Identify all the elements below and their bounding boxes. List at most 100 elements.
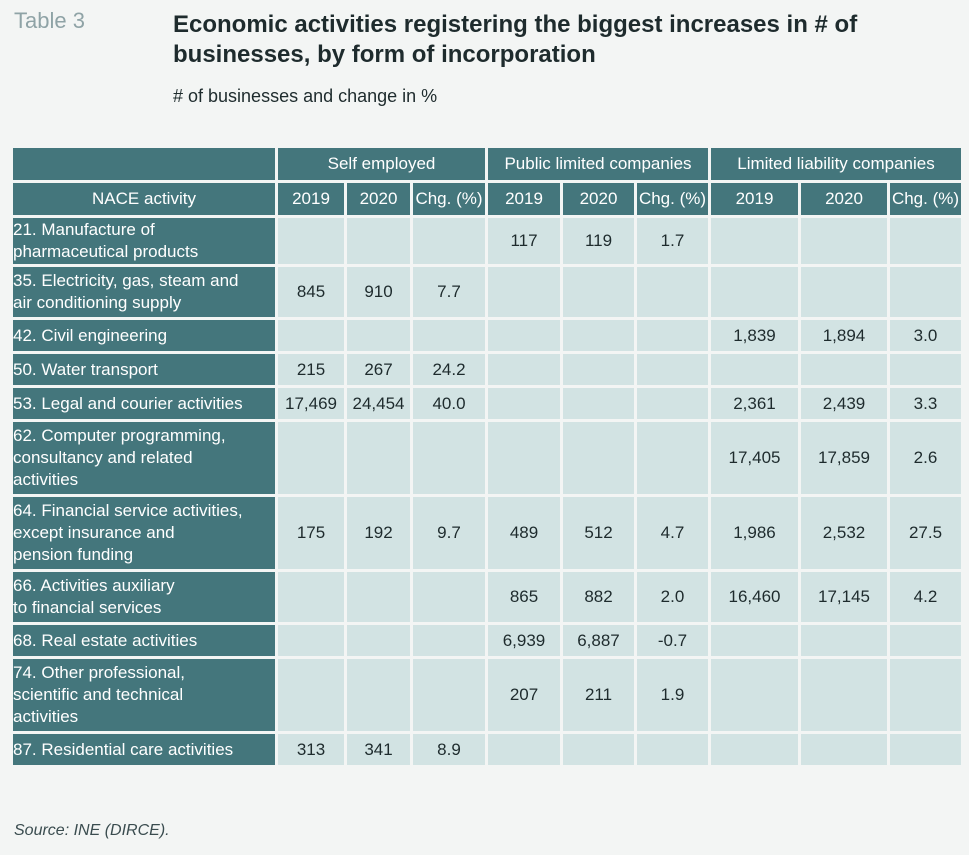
value-cell [890,267,961,317]
column-header: Chg. (%) [413,183,485,215]
value-cell: 119 [563,218,634,264]
value-cell [801,354,887,385]
value-cell: 17,469 [278,388,344,419]
activity-label: 62. Computer programming, consultancy an… [13,422,275,494]
value-cell: 267 [347,354,410,385]
row-header-label: NACE activity [13,183,275,215]
group-header-public-limited: Public limited companies [488,148,708,180]
value-cell: 2.0 [637,572,708,622]
value-cell: 1,986 [711,497,798,569]
value-cell: 16,460 [711,572,798,622]
activity-label: 64. Financial service activities, except… [13,497,275,569]
value-cell [711,659,798,731]
value-cell [637,354,708,385]
activity-label: 35. Electricity, gas, steam and air cond… [13,267,275,317]
value-cell [637,422,708,494]
table-row: 64. Financial service activities, except… [13,497,961,569]
value-cell [488,354,560,385]
table-body: 21. Manufacture of pharmaceutical produc… [13,218,961,765]
value-cell: 117 [488,218,560,264]
value-cell [347,422,410,494]
value-cell: 207 [488,659,560,731]
value-cell [637,267,708,317]
data-table: Self employed Public limited companies L… [10,145,964,768]
value-cell [637,320,708,351]
value-cell: -0.7 [637,625,708,656]
column-header: Chg. (%) [637,183,708,215]
activity-label: 50. Water transport [13,354,275,385]
value-cell [890,734,961,765]
value-cell: 9.7 [413,497,485,569]
group-header-limited-liability: Limited liability companies [711,148,961,180]
value-cell: 4.2 [890,572,961,622]
value-cell [413,218,485,264]
value-cell: 27.5 [890,497,961,569]
value-cell [278,320,344,351]
value-cell: 2,361 [711,388,798,419]
value-cell [563,388,634,419]
value-cell: 2,439 [801,388,887,419]
group-header-row: Self employed Public limited companies L… [13,148,961,180]
value-cell [278,659,344,731]
value-cell: 512 [563,497,634,569]
value-cell [413,320,485,351]
activity-label: 74. Other professional, scientific and t… [13,659,275,731]
value-cell [347,320,410,351]
value-cell: 3.0 [890,320,961,351]
value-cell [347,218,410,264]
value-cell: 24.2 [413,354,485,385]
value-cell: 1.9 [637,659,708,731]
table-row: 87. Residential care activities 313 341 8.9 [13,734,961,765]
value-cell: 6,887 [563,625,634,656]
value-cell [890,659,961,731]
value-cell [801,625,887,656]
value-cell: 1.7 [637,218,708,264]
activity-label: 87. Residential care activities [13,734,275,765]
value-cell [488,388,560,419]
value-cell [563,422,634,494]
value-cell: 3.3 [890,388,961,419]
table-row: 50. Water transport 215 267 24.2 [13,354,961,385]
activity-label: 53. Legal and courier activities [13,388,275,419]
value-cell [637,734,708,765]
value-cell [890,354,961,385]
value-cell [711,625,798,656]
value-cell: 910 [347,267,410,317]
value-cell [278,218,344,264]
corner-cell [13,148,275,180]
column-header-row: NACE activity 2019 2020 Chg. (%) 2019 20… [13,183,961,215]
table-row: 62. Computer programming, consultancy an… [13,422,961,494]
value-cell [711,734,798,765]
value-cell: 865 [488,572,560,622]
table-row: 21. Manufacture of pharmaceutical produc… [13,218,961,264]
column-header: 2020 [801,183,887,215]
value-cell [711,354,798,385]
value-cell [563,354,634,385]
value-cell: 7.7 [413,267,485,317]
value-cell [488,267,560,317]
group-header-self-employed: Self employed [278,148,485,180]
column-header: 2019 [278,183,344,215]
value-cell [413,625,485,656]
value-cell [711,218,798,264]
value-cell [413,572,485,622]
value-cell: 4.7 [637,497,708,569]
column-header: 2019 [711,183,798,215]
value-cell [637,388,708,419]
table-title: Economic activities registering the bigg… [173,11,858,68]
value-cell: 17,405 [711,422,798,494]
table-row: 35. Electricity, gas, steam and air cond… [13,267,961,317]
value-cell [347,572,410,622]
table-row: 68. Real estate activities 6,939 6,887 -0.7 [13,625,961,656]
table-row: 66. Activities auxiliary to financial se… [13,572,961,622]
value-cell: 845 [278,267,344,317]
column-header: 2020 [347,183,410,215]
value-cell: 1,894 [801,320,887,351]
value-cell: 313 [278,734,344,765]
activity-label: 21. Manufacture of pharmaceutical produc… [13,218,275,264]
value-cell [801,218,887,264]
value-cell [347,625,410,656]
value-cell: 40.0 [413,388,485,419]
value-cell: 2.6 [890,422,961,494]
value-cell [278,625,344,656]
